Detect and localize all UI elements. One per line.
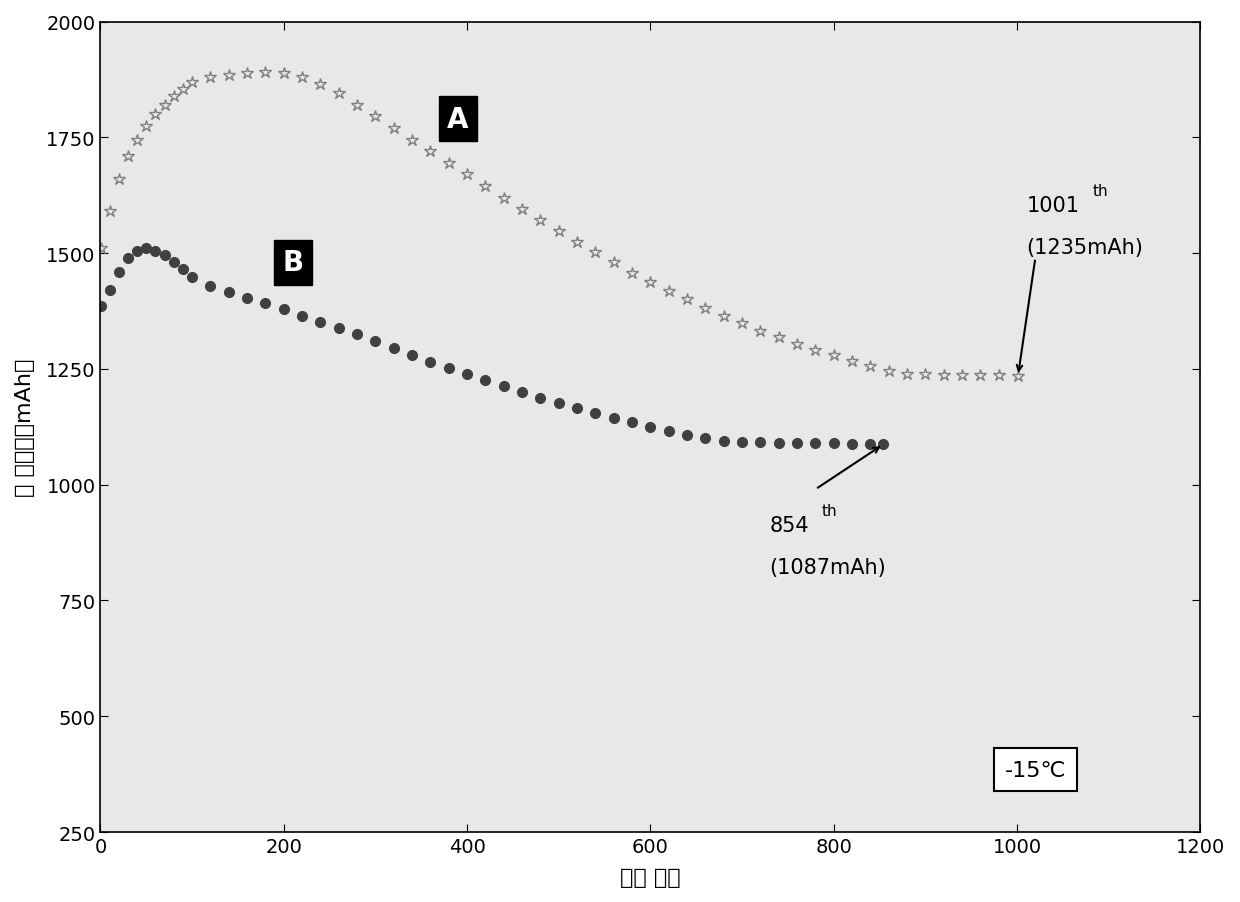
Text: (1235mAh): (1235mAh)	[1027, 238, 1143, 258]
X-axis label: 循环 次数: 循环 次数	[620, 867, 681, 887]
Text: 1001: 1001	[1027, 196, 1079, 216]
Text: -15℃: -15℃	[1004, 759, 1066, 779]
Text: B: B	[283, 249, 304, 277]
Text: th: th	[1092, 184, 1107, 199]
Y-axis label: 放 电容量（mAh）: 放 电容量（mAh）	[15, 358, 35, 496]
Text: (1087mAh): (1087mAh)	[770, 557, 887, 577]
Text: th: th	[822, 503, 837, 518]
Text: A: A	[448, 106, 469, 133]
Text: 854: 854	[770, 515, 810, 536]
